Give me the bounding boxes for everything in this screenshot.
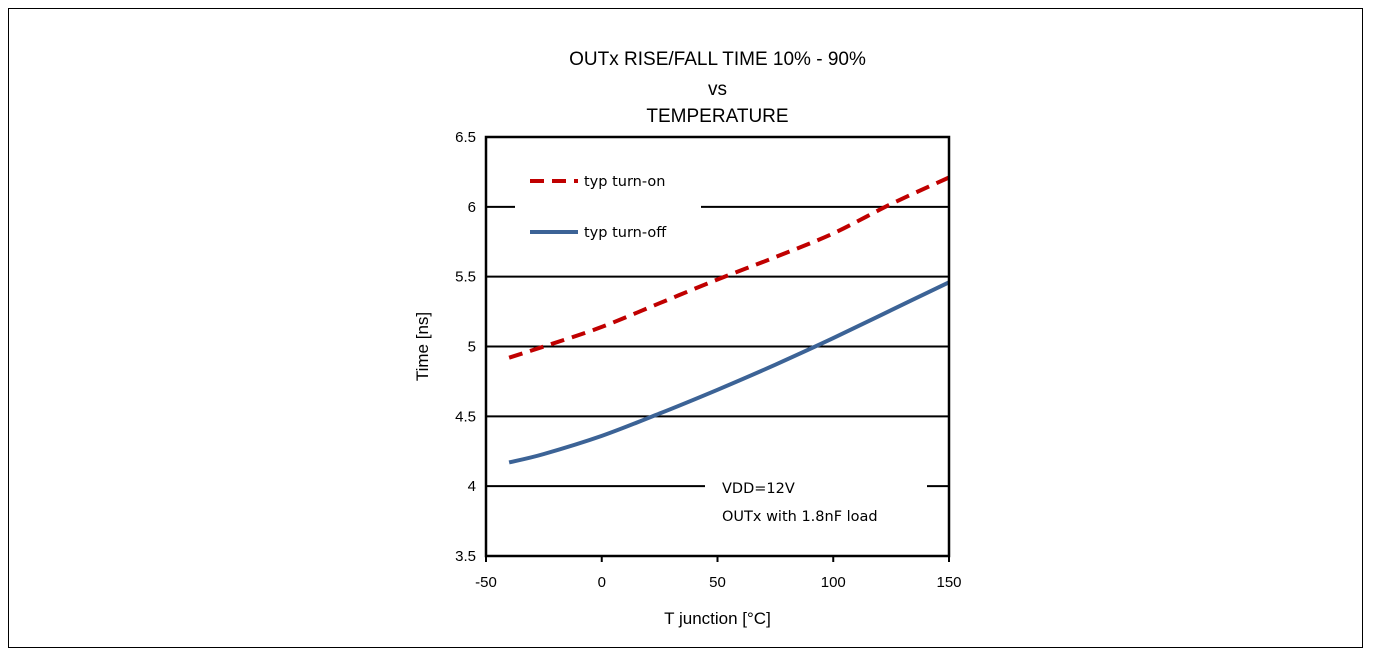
y-tick-label: 6.5 [455, 129, 476, 146]
x-tick-label: 0 [598, 574, 606, 591]
chart-frame [8, 8, 1363, 648]
legend-label-typ-turn-off: typ turn-off [584, 225, 667, 241]
series-lines [508, 175, 950, 465]
y-axis-label: Time [ns] [413, 312, 432, 381]
y-tick-label: 5 [468, 339, 476, 356]
legend-label-typ-turn-on: typ turn-on [584, 174, 665, 190]
y-tick-label: 5.5 [455, 269, 476, 286]
x-tick-label: -50 [475, 574, 497, 591]
chart-title-line-3: TEMPERATURE [646, 106, 788, 127]
x-tick-labels: -50 0 50 100 150 [475, 574, 961, 591]
annotation-load: OUTx with 1.8nF load [722, 509, 878, 525]
annotation-background [705, 465, 927, 537]
series-line-typ-turn-off [508, 280, 950, 465]
chart-title-line-2: vs [708, 79, 727, 100]
series-line-typ-turn-on [508, 175, 950, 360]
x-tick-label: 100 [821, 574, 846, 591]
x-tick-label: 150 [936, 574, 961, 591]
legend: typ turn-on typ turn-off [530, 174, 667, 241]
chart-title: OUTx RISE/FALL TIME 10% - 90% vs TEMPERA… [569, 49, 866, 127]
plot-area [484, 135, 951, 558]
annotation-vdd: VDD=12V [722, 481, 795, 497]
legend-background [515, 160, 701, 258]
y-tick-labels: 3.5 4 4.5 5 5.5 6 6.5 [455, 129, 476, 565]
legend-box [515, 160, 701, 258]
y-tick-label: 3.5 [455, 548, 476, 565]
y-tick-label: 4.5 [455, 408, 476, 425]
conditions-annotation: VDD=12V OUTx with 1.8nF load [722, 481, 878, 525]
y-tick-label: 4 [468, 478, 476, 495]
x-tick-label: 50 [709, 574, 726, 591]
y-tick-label: 6 [468, 199, 476, 216]
chart-title-line-1: OUTx RISE/FALL TIME 10% - 90% [569, 49, 866, 70]
x-axis-label: T junction [°C] [664, 609, 771, 628]
annotation-box [705, 465, 927, 537]
